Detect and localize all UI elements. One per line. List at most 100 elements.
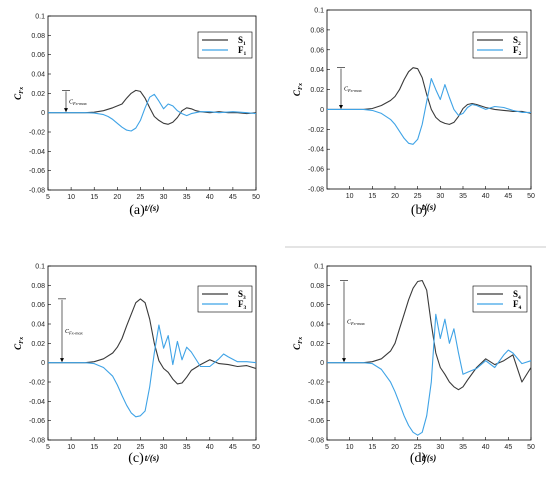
x-tick-label: 50: [252, 194, 260, 201]
y-tick-label: 0: [41, 110, 45, 117]
series-line-f1: [48, 93, 257, 132]
legend-entry-s2: S2: [513, 35, 521, 47]
x-tick-label: 40: [482, 193, 490, 200]
y-tick-label: -0.02: [308, 127, 324, 134]
x-tick-label: 35: [459, 444, 467, 451]
legend-entry-f1: F1: [238, 45, 247, 57]
x-tick-label: 25: [137, 194, 145, 201]
y-axis-label: CFx: [13, 337, 25, 350]
plot-frame: [47, 15, 257, 191]
y-tick-label: -0.08: [29, 188, 45, 195]
legend-entry-subscript: 1: [244, 51, 247, 57]
y-tick-label: -0.04: [29, 149, 45, 156]
x-tick-label: 50: [527, 444, 535, 451]
series-line-s2: [327, 67, 532, 125]
panel-caption: (c): [128, 451, 144, 466]
y-tick-label: 0.06: [31, 302, 45, 309]
y-tick-label: -0.02: [29, 380, 45, 387]
series-line-f4: [327, 313, 532, 436]
x-tick-label: 10: [67, 444, 75, 451]
y-tick-label: -0.06: [29, 168, 45, 175]
panel-c: -0.08 -0.06 -0.04 -0.02 0 0.02 0.04 0.06 0.08 0.1…: [13, 264, 260, 467]
y-tick-label: 0.08: [31, 33, 45, 40]
y-tick-label: 0.1: [35, 14, 45, 21]
legend-entry-s3: S3: [238, 289, 246, 301]
y-tick-label: -0.02: [308, 380, 324, 387]
x-tick-label: 5: [46, 194, 50, 201]
x-tick-label: 45: [504, 193, 512, 200]
x-tick-label: 20: [113, 194, 121, 201]
series-line-f3: [48, 324, 257, 418]
legend-entry-s4: S4: [513, 289, 521, 301]
y-tick-label: 0.1: [35, 264, 45, 271]
legend-box: [197, 285, 253, 313]
annotation-label: CFx-max: [65, 329, 83, 336]
x-tick-label: 5: [325, 444, 329, 451]
y-tick-label: -0.02: [29, 130, 45, 137]
y-tick-label: 0.08: [310, 27, 324, 34]
y-tick-label: 0.06: [310, 47, 324, 54]
annotation-arrow-head: [60, 358, 64, 363]
plot-frame: [326, 265, 532, 441]
legend-box: [472, 31, 528, 59]
x-tick-label: 10: [346, 193, 354, 200]
y-tick-label: -0.04: [29, 399, 45, 406]
x-tick-label: 40: [482, 444, 490, 451]
x-tick-label: 30: [160, 194, 168, 201]
x-tick-label: 15: [90, 194, 98, 201]
y-tick-label: -0.06: [308, 418, 324, 425]
y-tick-label: 0.02: [310, 341, 324, 348]
x-tick-label: 20: [113, 444, 121, 451]
legend-entry-subscript: 4: [518, 295, 521, 301]
x-axis-label: t/(s): [145, 203, 160, 213]
x-tick-label: 45: [229, 194, 237, 201]
x-axis-label: t/(s): [145, 453, 160, 463]
x-tick-label: 25: [137, 444, 145, 451]
y-tick-label: 0.08: [31, 283, 45, 290]
y-axis-label-subscript: Fx: [19, 87, 25, 94]
y-tick-label: 0.02: [31, 341, 45, 348]
x-axis-label: t/(s): [422, 453, 437, 463]
y-tick-label: 0.1: [314, 8, 324, 15]
x-tick-label: 35: [459, 193, 467, 200]
x-tick-label: 45: [229, 444, 237, 451]
y-tick-label: 0.04: [310, 67, 324, 74]
legend-box: [472, 285, 528, 313]
y-tick-label: 0: [320, 107, 324, 114]
panel-caption: (a): [129, 203, 145, 218]
x-tick-label: 15: [368, 193, 376, 200]
x-tick-label: 25: [414, 444, 422, 451]
annotation-label-subscript: Fx-max: [72, 101, 87, 106]
annotation-label-subscript: Fx-max: [68, 330, 83, 335]
x-tick-label: 15: [368, 444, 376, 451]
y-axis-label: CFx: [13, 87, 25, 100]
y-axis-label: CFx: [292, 337, 304, 350]
annotation-label: CFx-max: [347, 320, 365, 327]
y-axis-label-subscript: Fx: [298, 337, 304, 344]
x-tick-label: 30: [160, 444, 168, 451]
y-tick-label: 0.1: [314, 264, 324, 271]
y-axis-label: CFx: [292, 83, 304, 96]
y-tick-label: -0.04: [308, 147, 324, 154]
annotation-label: CFx-max: [69, 100, 87, 107]
y-tick-label: 0.04: [31, 322, 45, 329]
panel-b: -0.08 -0.06 -0.04 -0.02 0 0.02 0.04 0.06 0.08 0.1…: [292, 8, 535, 219]
series-line-f2: [327, 78, 531, 145]
plot-frame: [47, 265, 257, 441]
x-tick-label: 35: [183, 444, 191, 451]
y-axis-label-subscript: Fx: [298, 83, 304, 90]
y-tick-label: 0.08: [310, 283, 324, 290]
x-tick-label: 15: [90, 444, 98, 451]
legend-entry-subscript: 2: [519, 51, 522, 57]
panel-d: -0.08 -0.06 -0.04 -0.02 0 0.02 0.04 0.06 0.08 0.1…: [292, 264, 535, 467]
x-axis-label: t/(s): [422, 202, 437, 212]
x-tick-label: 20: [391, 193, 399, 200]
x-tick-label: 5: [46, 444, 50, 451]
series-line-s3: [48, 298, 257, 385]
annotation-label-subscript: Fx-max: [350, 321, 365, 326]
